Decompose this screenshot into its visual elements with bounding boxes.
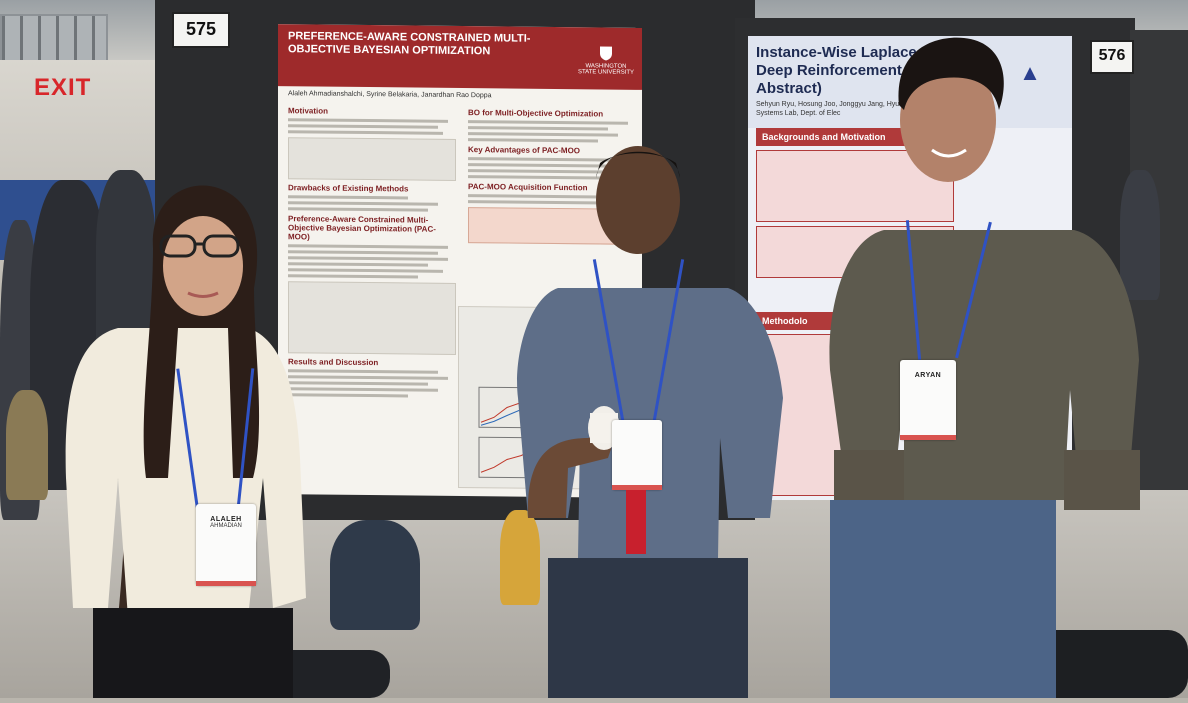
shield-icon — [600, 46, 612, 61]
exit-sign: EXIT — [34, 74, 92, 101]
bystander-yellow-pants — [500, 510, 540, 605]
section-bo-moo: BO for Multi-Objective Optimization — [468, 108, 604, 119]
lab-logo-icon: ▲ — [1019, 60, 1041, 85]
person-right: ARYAN — [824, 30, 1144, 698]
method-diagram — [288, 281, 456, 355]
badge-left-name: ALALEH — [210, 516, 242, 523]
booth-number-right: 576 — [1090, 40, 1134, 74]
ceiling-vent — [0, 14, 108, 68]
name-badge-left: ALALEH AHMADIAN — [196, 504, 256, 586]
poster-left-header: PREFERENCE-AWARE CONSTRAINED MULTI-OBJEC… — [278, 24, 642, 90]
motivation-diagram — [288, 137, 456, 181]
poster-right-authors: Sehyun Ryu, Hosung Joo, Jonggyu Jang, Hy… — [756, 101, 983, 117]
poster-left-authors: Alaleh Ahmadianshalchi, Syrine Belakaria… — [288, 90, 492, 100]
person-left-figure — [65, 185, 306, 698]
badge-right-name: ARYAN — [914, 372, 942, 379]
university-logo: WASHINGTON STATE UNIVERSITY — [576, 45, 636, 76]
person-left: ALALEH AHMADIAN — [58, 178, 308, 698]
section-pac-moo: Preference-Aware Constrained Multi-Objec… — [288, 214, 436, 242]
ribbon — [626, 490, 646, 554]
person-right-figure — [829, 37, 1140, 698]
booth-number-left: 575 — [172, 12, 230, 48]
section-results: Results and Discussion — [288, 357, 379, 368]
bystander-right — [1120, 170, 1160, 300]
name-badge-right: ARYAN — [900, 360, 956, 440]
person-center-figure — [517, 146, 783, 698]
person-center — [508, 138, 788, 698]
name-badge-center — [612, 420, 662, 490]
bystander-legs-center — [330, 520, 420, 630]
badge-left-surname: AHMADIAN — [210, 523, 242, 529]
section-drawbacks: Drawbacks of Existing Methods — [288, 183, 409, 194]
section-motivation: Motivation — [288, 106, 328, 116]
institution-name: WASHINGTON STATE UNIVERSITY — [577, 63, 635, 76]
poster-left-title: PREFERENCE-AWARE CONSTRAINED MULTI-OBJEC… — [288, 30, 531, 58]
poster-left-column-1: Motivation Drawbacks of Existing Methods… — [288, 106, 456, 401]
bystander-legs — [6, 390, 48, 500]
